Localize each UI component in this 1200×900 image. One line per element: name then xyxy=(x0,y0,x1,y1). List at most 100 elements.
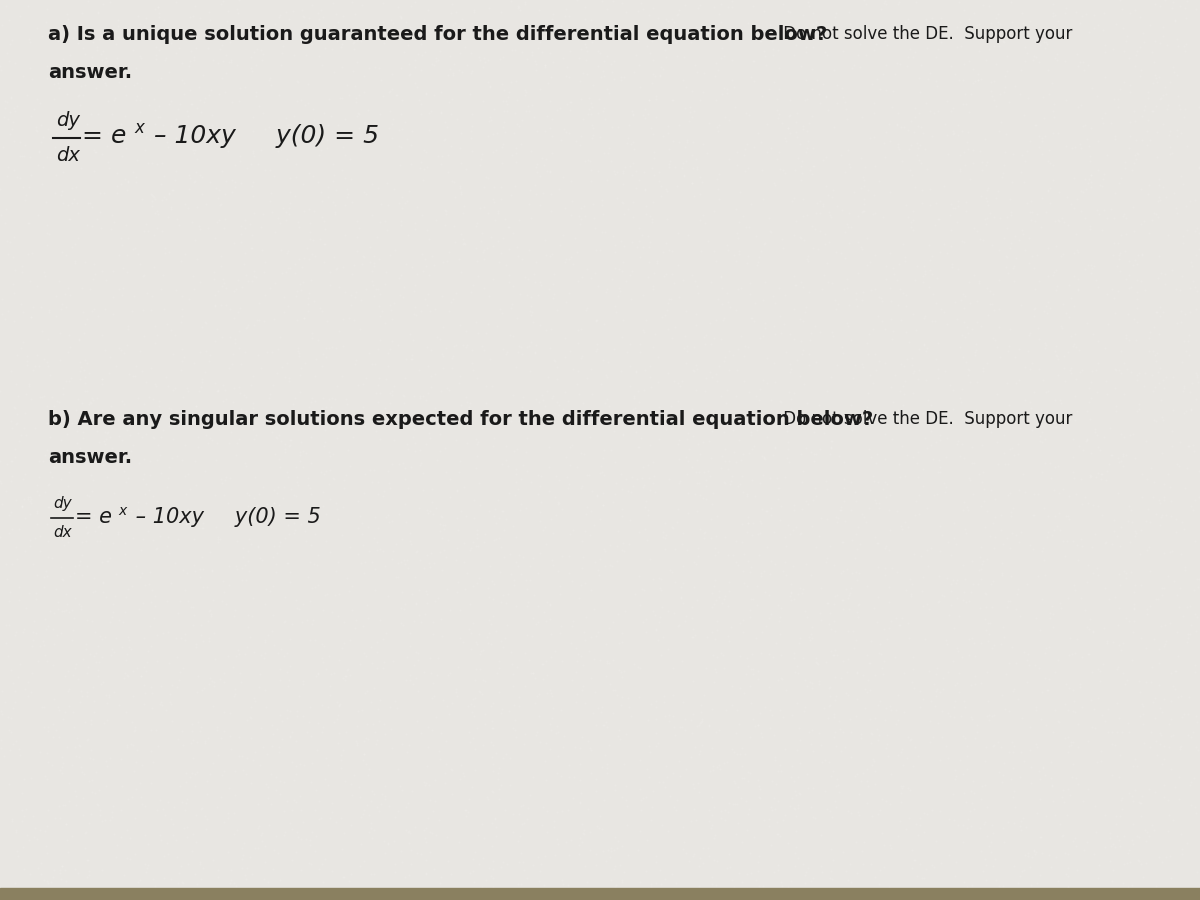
Point xyxy=(1054,534,1073,548)
Point xyxy=(1172,168,1192,183)
Point xyxy=(431,517,450,531)
Point xyxy=(962,796,982,810)
Point xyxy=(419,359,438,374)
Point xyxy=(1022,205,1042,220)
Point xyxy=(775,529,794,544)
Point xyxy=(126,720,145,734)
Point xyxy=(229,380,248,394)
Point xyxy=(37,839,56,853)
Point xyxy=(631,345,650,359)
Point xyxy=(913,871,932,886)
Point xyxy=(252,42,271,57)
Point xyxy=(1037,809,1056,824)
Point xyxy=(362,656,382,670)
Point xyxy=(270,873,289,887)
Point xyxy=(400,672,419,687)
Point xyxy=(468,268,487,283)
Point xyxy=(576,610,595,625)
Point xyxy=(370,613,389,627)
Point xyxy=(847,541,866,555)
Point xyxy=(228,58,247,72)
Point xyxy=(176,766,196,780)
Point xyxy=(1070,591,1090,606)
Point xyxy=(456,809,475,824)
Point xyxy=(126,61,145,76)
Point xyxy=(28,504,47,518)
Point xyxy=(924,452,943,466)
Point xyxy=(596,368,616,382)
Point xyxy=(623,235,642,249)
Point xyxy=(95,518,114,533)
Point xyxy=(900,572,919,587)
Point xyxy=(948,817,967,832)
Point xyxy=(416,821,436,835)
Point xyxy=(612,509,631,524)
Point xyxy=(773,232,792,247)
Point xyxy=(985,530,1004,544)
Point xyxy=(842,371,862,385)
Point xyxy=(946,67,965,81)
Point xyxy=(497,257,516,272)
Point xyxy=(1175,482,1194,496)
Point xyxy=(563,362,582,376)
Point xyxy=(1058,744,1078,759)
Point xyxy=(528,850,547,864)
Point xyxy=(68,89,88,104)
Point xyxy=(1160,545,1180,560)
Point xyxy=(595,112,614,127)
Point xyxy=(210,183,229,197)
Point xyxy=(1058,590,1078,605)
Point xyxy=(762,501,781,516)
Point xyxy=(286,795,305,809)
Point xyxy=(683,891,702,900)
Point xyxy=(296,832,316,846)
Point xyxy=(1138,544,1157,558)
Point xyxy=(896,515,916,529)
Point xyxy=(282,417,301,431)
Point xyxy=(805,159,824,174)
Point xyxy=(420,778,439,793)
Point xyxy=(1168,129,1187,143)
Point xyxy=(503,893,522,900)
Point xyxy=(673,695,692,709)
Point xyxy=(60,460,79,474)
Point xyxy=(17,358,36,373)
Point xyxy=(942,584,961,598)
Point xyxy=(757,117,776,131)
Point xyxy=(1187,284,1200,299)
Point xyxy=(287,460,306,474)
Point xyxy=(326,563,346,578)
Point xyxy=(392,782,412,796)
Point xyxy=(481,698,500,713)
Point xyxy=(282,510,301,525)
Point xyxy=(146,40,166,55)
Point xyxy=(1085,847,1104,861)
Point xyxy=(300,837,319,851)
Point xyxy=(190,219,209,233)
Point xyxy=(748,526,767,541)
Point xyxy=(1187,715,1200,729)
Point xyxy=(851,774,870,788)
Point xyxy=(71,355,90,369)
Point xyxy=(718,238,737,253)
Point xyxy=(20,60,40,75)
Point xyxy=(391,267,410,282)
Point xyxy=(1166,663,1186,678)
Point xyxy=(502,297,521,311)
Point xyxy=(14,622,34,636)
Point xyxy=(860,449,880,464)
Point xyxy=(1026,658,1045,672)
Point xyxy=(163,432,182,446)
Point xyxy=(269,9,288,23)
Point xyxy=(1004,259,1024,274)
Point xyxy=(76,376,95,391)
Point xyxy=(313,346,332,361)
Point xyxy=(671,474,690,489)
Point xyxy=(1058,868,1078,883)
Point xyxy=(90,629,109,643)
Point xyxy=(944,401,964,416)
Point xyxy=(581,430,600,445)
Point xyxy=(226,176,245,190)
Point xyxy=(238,752,257,766)
Point xyxy=(973,557,992,572)
